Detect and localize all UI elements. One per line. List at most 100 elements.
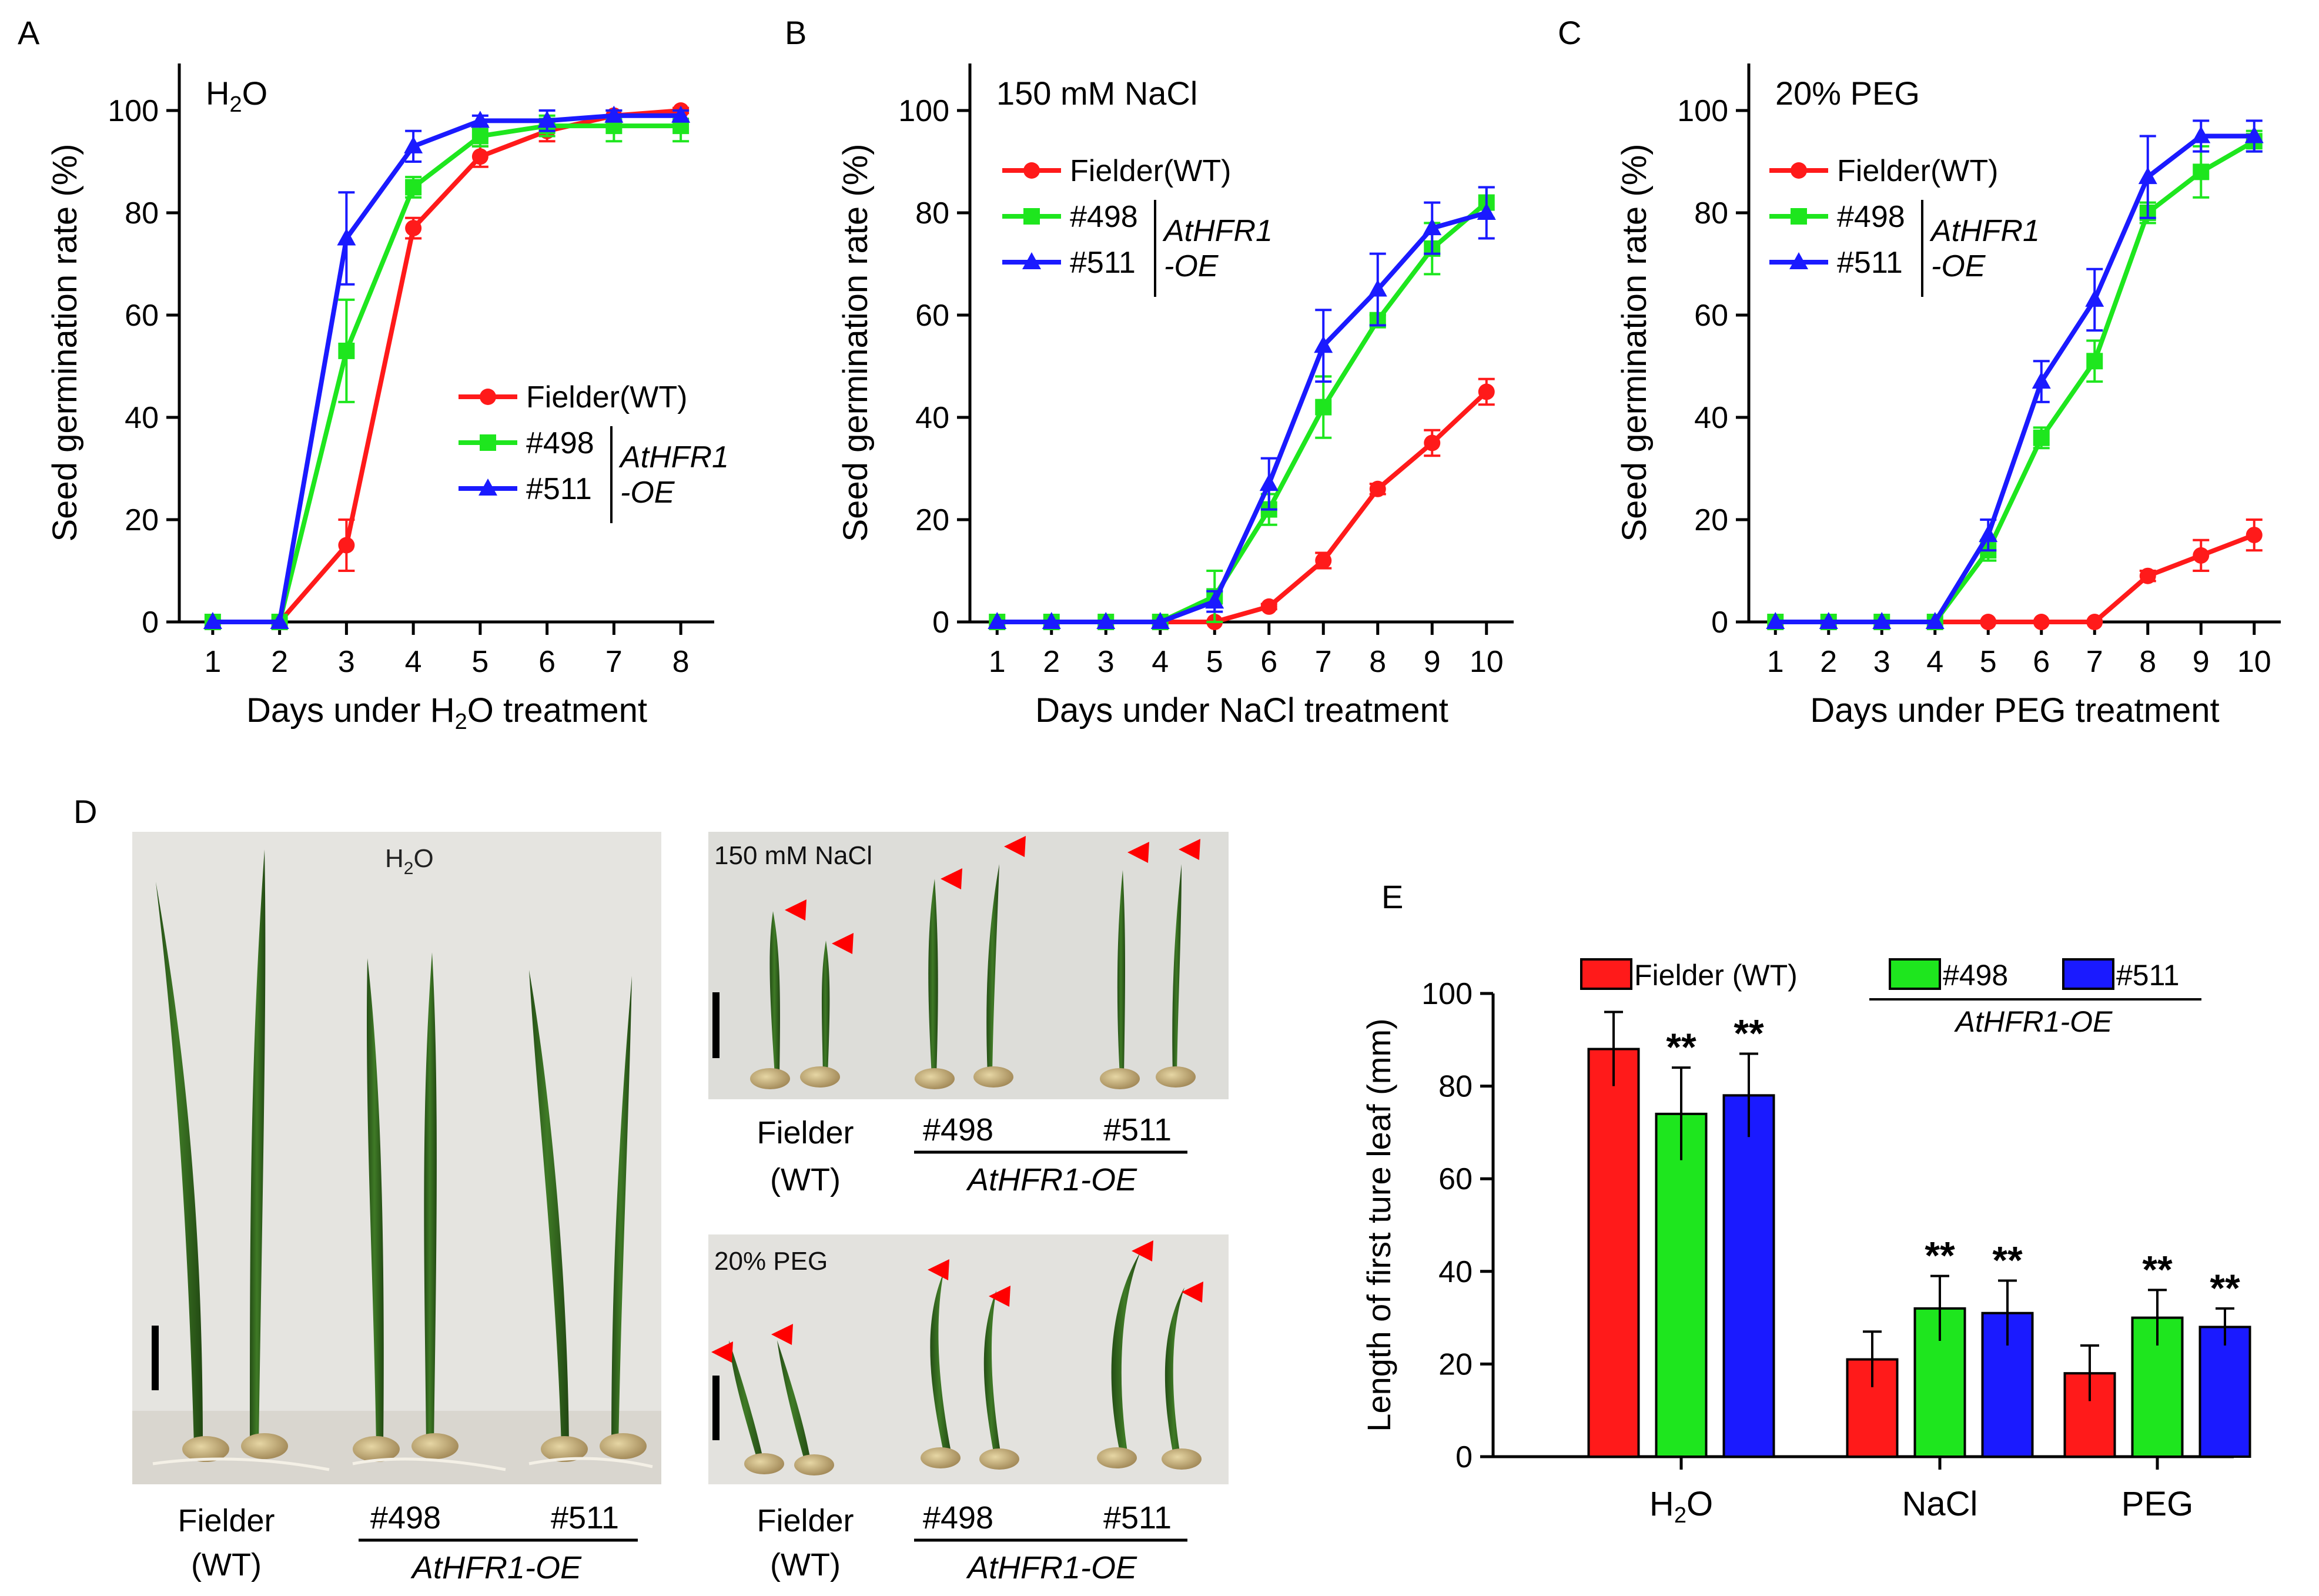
data-point-wt — [1424, 434, 1441, 451]
bar-l498 — [1655, 1112, 1708, 1458]
legend-label-511: #511 — [2116, 959, 2180, 992]
arrowhead-marker — [1182, 1282, 1203, 1303]
photo-label-h2o: H2O — [385, 844, 434, 878]
data-point-wt — [405, 220, 422, 237]
x-tick-label: 7 — [1315, 645, 1332, 679]
data-point-498 — [2086, 353, 2103, 370]
chart-title: 150 mM NaCl — [996, 75, 1197, 112]
leaf-length-bar-chart: 0 20 40 60 80 100 Length of first ture leaf (m… — [1360, 958, 2251, 1528]
data-point-498 — [2193, 163, 2210, 180]
significance-marker: ** — [2210, 1266, 2240, 1310]
scale-bar-nacl — [712, 992, 720, 1058]
y-tick-label: 40 — [915, 401, 949, 435]
significance-marker: ** — [1992, 1239, 2023, 1282]
arrowhead-marker — [1004, 836, 1026, 857]
y-tick-label: 0 — [142, 605, 159, 640]
x-tick-label: PEG — [2121, 1485, 2194, 1523]
data-point-511 — [203, 612, 222, 629]
y-tick-label: 60 — [125, 299, 159, 333]
germination-chart-nacl: 0 20 40 60 80 100 1 2 3 4 5 6 7 8 9 10 Days under NaCl t… — [836, 63, 1514, 730]
seedling-photo-h2o: H2O — [132, 832, 661, 1484]
data-point-498 — [1791, 208, 1807, 225]
y-tick-label: 20 — [1694, 503, 1728, 537]
chart-title: H2O — [206, 75, 267, 117]
data-point-511 — [337, 228, 356, 246]
caption-498: #498 — [923, 1112, 993, 1147]
y-tick-label: 0 — [932, 605, 949, 640]
data-point-wt — [2246, 527, 2263, 544]
data-point-511 — [1368, 279, 1387, 297]
y-tick-label: 20 — [1438, 1347, 1473, 1381]
data-point-511 — [2244, 126, 2264, 143]
data-point-511 — [1314, 336, 1333, 353]
data-point-511 — [1979, 525, 1998, 543]
significance-marker: ** — [1925, 1234, 1955, 1277]
legend-group-label: AtHFR1-OE — [1954, 1005, 2113, 1038]
legend-oe-line2: -OE — [1164, 249, 1219, 283]
y-tick-label: 80 — [1438, 1070, 1473, 1104]
legend-oe-line1: AtHFR1 — [1929, 214, 2040, 248]
legend-label-l511: #511 — [1070, 246, 1136, 280]
y-tick-label: 0 — [1455, 1440, 1473, 1474]
significance-marker: ** — [2142, 1247, 2173, 1291]
arrowhead-marker — [1127, 842, 1149, 863]
photo-captions-h2o: Fielder (WT) #498 #511 AtHFR1-OE — [178, 1500, 638, 1585]
x-tick-label: 5 — [1206, 645, 1223, 679]
x-tick-label: 6 — [538, 645, 556, 679]
x-tick-label: 10 — [2237, 645, 2271, 679]
x-tick-label: 3 — [1097, 645, 1115, 679]
data-point-wt — [2086, 614, 2103, 630]
series-line-l511 — [212, 113, 681, 624]
data-point-511 — [478, 479, 497, 496]
caption-511: #511 — [551, 1500, 619, 1535]
x-tick-label: 1 — [204, 645, 221, 679]
y-axis-label: Seed germination rate (%) — [46, 144, 84, 542]
arrowhead-marker — [711, 1341, 733, 1363]
data-point-511 — [1766, 612, 1785, 629]
data-point-wt — [1791, 162, 1807, 179]
legend-label-498: #498 — [1943, 959, 2008, 992]
y-axis-label: Length of first ture leaf (mm) — [1360, 1018, 1397, 1431]
data-point-511 — [988, 612, 1007, 629]
legend-label-l498: #498 — [1070, 200, 1138, 234]
legend-label-l511: #511 — [526, 472, 592, 506]
x-tick-label: 8 — [1369, 645, 1386, 679]
legend-label-wt: Fielder(WT) — [1837, 154, 1998, 188]
x-tick-label: 4 — [1926, 645, 1943, 679]
y-tick-label: 80 — [1694, 196, 1728, 230]
x-tick-label: 5 — [471, 645, 488, 679]
data-point-498 — [405, 179, 422, 196]
data-point-511 — [1259, 474, 1279, 491]
caption-wt-line2: (WT) — [770, 1162, 841, 1197]
x-axis-label: Days under PEG treatment — [1810, 691, 2219, 730]
y-tick-label: 60 — [1438, 1162, 1473, 1196]
x-tick-label: 4 — [1152, 645, 1169, 679]
x-tick-label: 7 — [605, 645, 623, 679]
legend-oe-line1: AtHFR1 — [1162, 214, 1273, 248]
data-point-511 — [537, 111, 557, 128]
data-point-wt — [2033, 614, 2050, 630]
bar-l511 — [1722, 1094, 1775, 1458]
x-tick-label: 2 — [271, 645, 288, 679]
y-tick-label: 60 — [915, 299, 949, 333]
data-point-wt — [1369, 480, 1386, 497]
photo-captions-peg: Fielder (WT) #498 #511 AtHFR1-OE — [757, 1500, 1187, 1585]
data-point-498 — [338, 342, 355, 359]
x-tick-label: 10 — [1470, 645, 1504, 679]
legend-label-wt: Fielder(WT) — [1070, 154, 1231, 188]
caption-wt-line1: Fielder — [757, 1115, 854, 1150]
y-tick-label: 100 — [1421, 977, 1473, 1011]
x-tick-label: 2 — [1043, 645, 1060, 679]
data-point-511 — [404, 136, 423, 153]
arrowhead-marker — [785, 899, 807, 921]
x-tick-label: 6 — [2033, 645, 2050, 679]
x-tick-label: 2 — [1820, 645, 1837, 679]
caption-group: AtHFR1-OE — [966, 1550, 1137, 1585]
x-tick-label: 9 — [1424, 645, 1441, 679]
data-point-511 — [270, 612, 289, 629]
x-tick-label: 8 — [2139, 645, 2156, 679]
data-point-498 — [480, 434, 496, 451]
series-line-wt — [212, 108, 681, 624]
legend-oe-line2: -OE — [620, 476, 675, 510]
series-line-l498 — [212, 123, 681, 624]
